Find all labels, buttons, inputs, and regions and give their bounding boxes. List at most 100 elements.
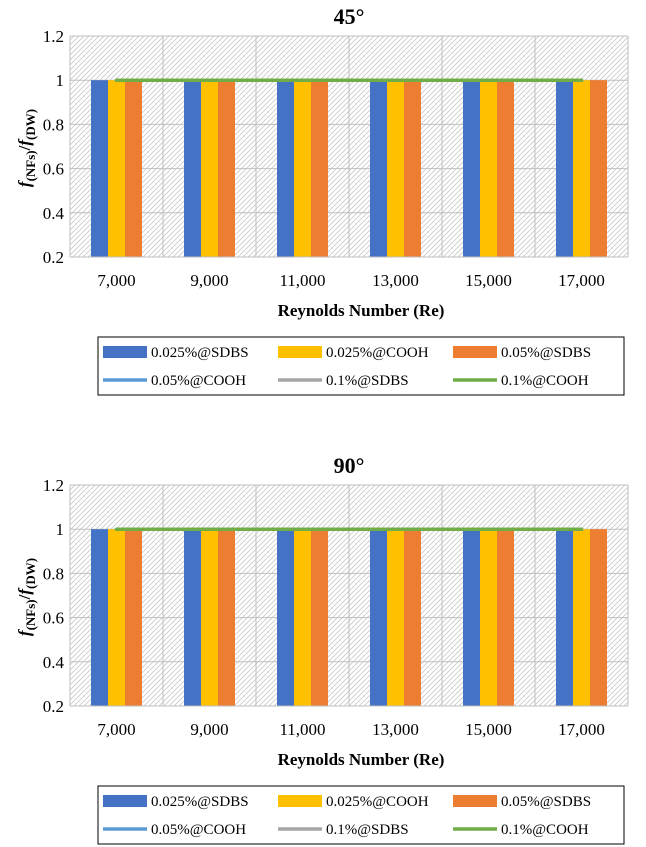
chart-panel-1: 45° 0.2 0.4 0.6 0.8 1 1.2 7,000 9,000 11,000 13,00…: [15, 4, 629, 396]
y-tick-label: 0.6: [43, 160, 64, 179]
x-tick-label: 7,000: [97, 271, 135, 290]
y-axis-label-part: (DW): [23, 558, 38, 589]
legend-box: [97, 785, 625, 845]
bar-2-4: [387, 529, 404, 706]
bar-2-3: [294, 529, 311, 706]
x-tick-label: 9,000: [190, 271, 228, 290]
y-tick-label: 1: [56, 520, 65, 539]
legend-label-2: 0.025%@COOH: [326, 794, 429, 810]
bar-1-1: [91, 80, 108, 257]
y-tick-label: 0.8: [43, 115, 64, 134]
bar-1-2: [184, 80, 201, 257]
y-axis-label-part: f: [15, 179, 34, 187]
y-tick-label: 1: [56, 71, 65, 90]
y-axis-label-part: /: [15, 594, 34, 600]
bar-3-1: [125, 529, 142, 706]
y-axis-label-part: /: [15, 145, 34, 151]
legend-swatch-2: [278, 795, 322, 807]
chart-panel-2: 90° 0.2 0.4 0.6 0.8 1 1.2 7,000 9,000 11,000 13,00…: [15, 453, 629, 845]
y-tick-label: 0.2: [43, 248, 64, 267]
bar-2-5: [480, 529, 497, 706]
bar-1-5: [463, 80, 480, 257]
legend-label-5: 0.1%@SDBS: [326, 822, 409, 838]
x-tick-label: 11,000: [279, 271, 325, 290]
bar-3-3: [311, 80, 328, 257]
y-tick-label: 0.8: [43, 564, 64, 583]
x-tick-label: 15,000: [465, 720, 512, 739]
y-axis-label-part: f: [15, 138, 34, 146]
bar-1-4: [370, 529, 387, 706]
x-tick-label: 17,000: [558, 720, 605, 739]
bar-1-5: [463, 529, 480, 706]
bar-3-2: [218, 529, 235, 706]
y-axis-label-part: f: [15, 628, 34, 636]
bar-2-2: [201, 80, 218, 257]
x-axis-label: Reynolds Number (Re): [278, 301, 445, 320]
x-axis-label: Reynolds Number (Re): [278, 750, 445, 769]
legend-label-4: 0.05%@COOH: [151, 373, 246, 389]
y-axis-label-part: f: [15, 587, 34, 595]
legend-swatch-3: [453, 346, 497, 358]
legend-box: [97, 336, 625, 396]
bar-2-4: [387, 80, 404, 257]
x-tick-label: 11,000: [279, 720, 325, 739]
x-tick-label: 9,000: [190, 720, 228, 739]
bar-3-3: [311, 529, 328, 706]
legend: 0.025%@SDBS 0.025%@COOH 0.05%@SDBS 0.05%@CO…: [97, 785, 625, 845]
legend-label-4: 0.05%@COOH: [151, 822, 246, 838]
y-axis-label-part: (NFs): [23, 599, 38, 630]
bar-2-1: [108, 80, 125, 257]
bar-2-5: [480, 80, 497, 257]
y-axis-label-part: (DW): [23, 109, 38, 140]
y-axis-label: f(NFs)/f(DW): [15, 558, 38, 636]
legend-label-6: 0.1%@COOH: [501, 373, 589, 389]
legend-label-6: 0.1%@COOH: [501, 822, 589, 838]
x-tick-label: 13,000: [372, 720, 419, 739]
bar-2-6: [573, 529, 590, 706]
x-tick-label: 17,000: [558, 271, 605, 290]
x-tick-label: 13,000: [372, 271, 419, 290]
legend-label-1: 0.025%@SDBS: [151, 794, 249, 810]
bar-3-2: [218, 80, 235, 257]
chart-title: 90°: [334, 453, 365, 478]
x-tick-label: 7,000: [97, 720, 135, 739]
bar-2-3: [294, 80, 311, 257]
bar-3-1: [125, 80, 142, 257]
x-tick-label: 15,000: [465, 271, 512, 290]
bar-1-6: [556, 529, 573, 706]
legend-label-3: 0.05%@SDBS: [501, 345, 591, 361]
y-tick-label: 1.2: [43, 476, 64, 495]
legend-label-1: 0.025%@SDBS: [151, 345, 249, 361]
bar-3-6: [590, 80, 607, 257]
y-axis-label-part: (NFs): [23, 150, 38, 181]
legend: 0.025%@SDBS 0.025%@COOH 0.05%@SDBS 0.05%@CO…: [97, 336, 625, 396]
y-tick-label: 0.4: [43, 653, 65, 672]
bar-2-2: [201, 529, 218, 706]
bar-3-4: [404, 529, 421, 706]
legend-label-3: 0.05%@SDBS: [501, 794, 591, 810]
legend-swatch-3: [453, 795, 497, 807]
bar-3-5: [497, 80, 514, 257]
y-tick-label: 1.2: [43, 27, 64, 46]
chart-title: 45°: [334, 4, 365, 29]
y-axis-label: f(NFs)/f(DW): [15, 109, 38, 187]
bar-3-6: [590, 529, 607, 706]
bar-2-6: [573, 80, 590, 257]
legend-swatch-1: [103, 795, 147, 807]
y-tick-label: 0.4: [43, 204, 65, 223]
bar-2-1: [108, 529, 125, 706]
bar-1-4: [370, 80, 387, 257]
bar-1-3: [277, 80, 294, 257]
bar-1-6: [556, 80, 573, 257]
legend-swatch-1: [103, 346, 147, 358]
legend-label-2: 0.025%@COOH: [326, 345, 429, 361]
legend-swatch-2: [278, 346, 322, 358]
bar-1-2: [184, 529, 201, 706]
legend-label-5: 0.1%@SDBS: [326, 373, 409, 389]
bar-3-5: [497, 529, 514, 706]
bar-3-4: [404, 80, 421, 257]
bar-1-1: [91, 529, 108, 706]
y-tick-label: 0.2: [43, 697, 64, 716]
y-tick-label: 0.6: [43, 609, 64, 628]
